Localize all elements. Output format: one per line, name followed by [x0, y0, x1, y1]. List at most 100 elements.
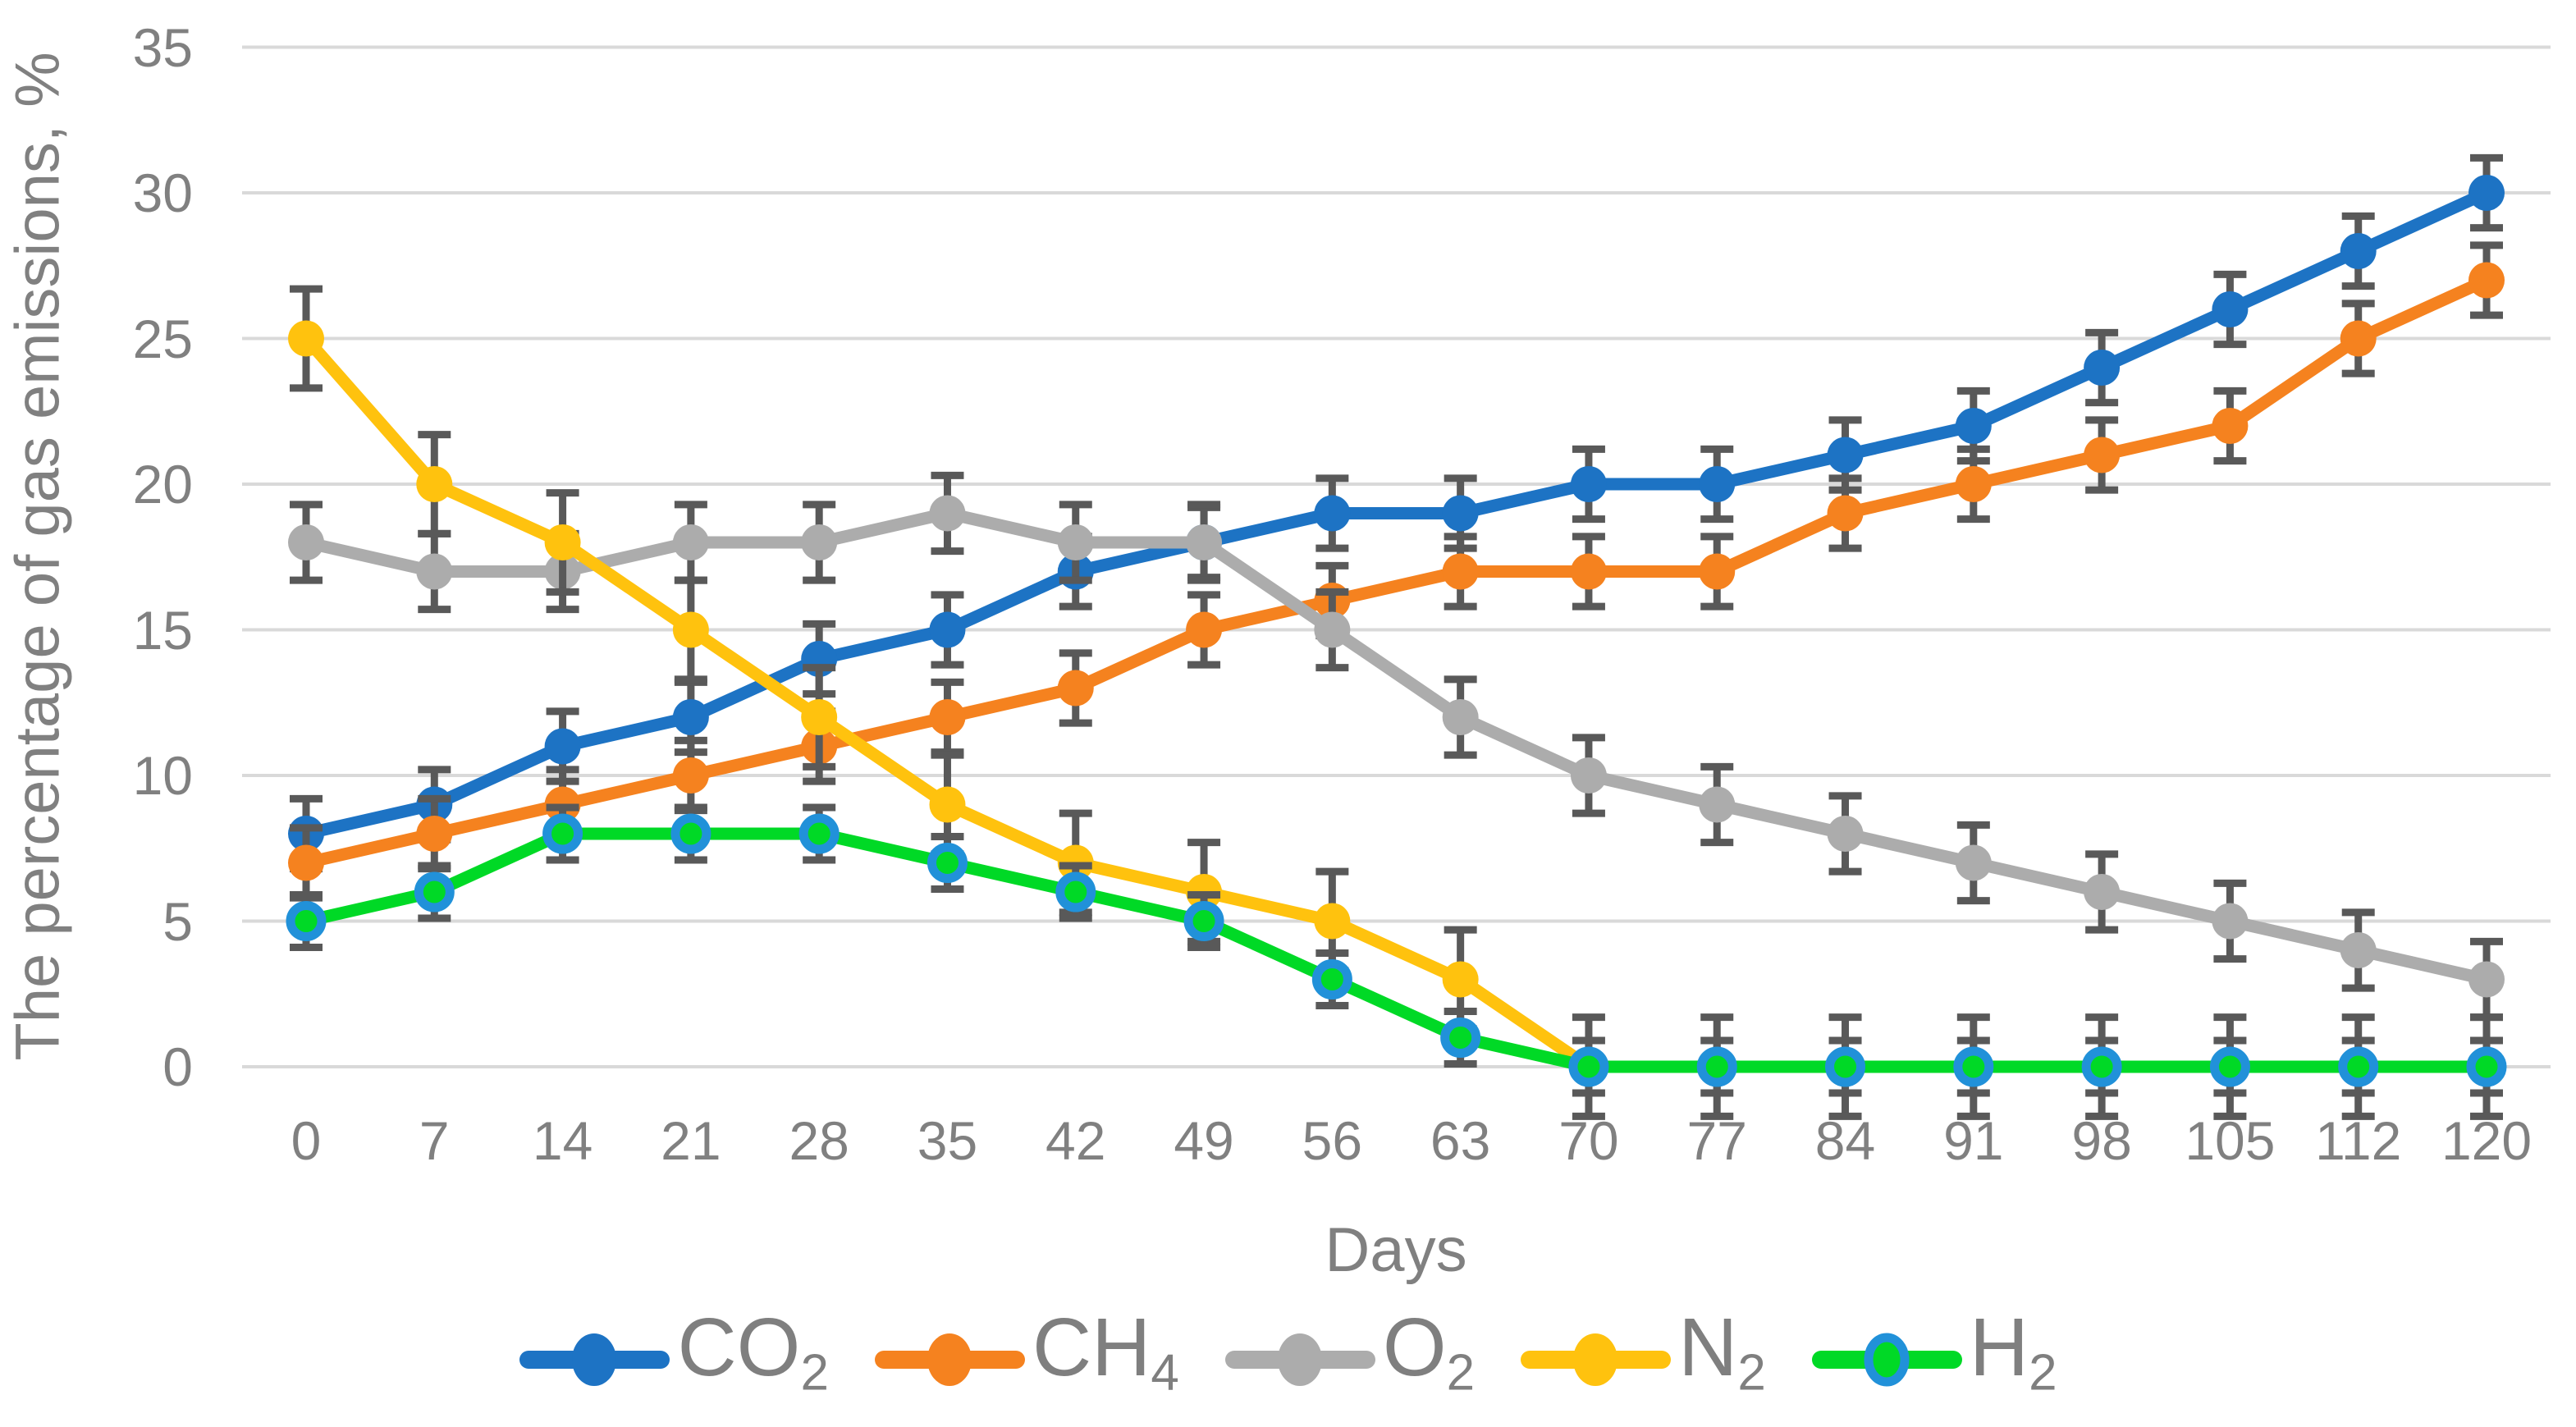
- marker-O2-day-56: [1314, 611, 1351, 648]
- marker-N2-day-56: [1314, 903, 1351, 940]
- marker-CH4-day-84: [1827, 495, 1864, 532]
- x-tick-label-120: 120: [2441, 1110, 2533, 1171]
- x-tick-label-112: 112: [2315, 1110, 2402, 1171]
- x-tick-label-56: 56: [1302, 1110, 1363, 1171]
- legend-marker-N2-icon: [1521, 1333, 1672, 1387]
- y-tick-label-0: 0: [162, 1036, 193, 1097]
- x-tick-label-28: 28: [789, 1110, 849, 1171]
- marker-CO2-day-77: [1699, 466, 1736, 502]
- marker-N2-day-35: [929, 786, 966, 823]
- marker-CO2-day-63: [1442, 495, 1479, 532]
- marker-O2-day-91: [1955, 844, 1992, 881]
- x-tick-label-84: 84: [1814, 1110, 1876, 1171]
- marker-CH4-day-21: [672, 757, 709, 794]
- marker-CH4-day-91: [1955, 466, 1992, 502]
- marker-H2-day-0: [286, 901, 327, 941]
- series-CO2: [288, 153, 2505, 873]
- marker-CH4-day-63: [1442, 553, 1479, 590]
- line-CH4: [300, 274, 2493, 869]
- marker-H2-day-42: [1055, 871, 1096, 912]
- marker-CO2-day-56: [1314, 495, 1351, 532]
- marker-O2-day-7: [416, 553, 453, 590]
- x-tick-label-70: 70: [1558, 1110, 1619, 1171]
- error-bars-N2: [290, 285, 2503, 1120]
- marker-H2-day-21: [670, 813, 711, 854]
- marker-O2-day-63: [1442, 699, 1479, 735]
- marker-H2-day-63: [1440, 1018, 1481, 1058]
- marker-O2-day-49: [1186, 524, 1223, 560]
- gridlines: [242, 45, 2551, 1068]
- marker-H2-day-98: [2081, 1046, 2122, 1087]
- marker-O2-day-21: [672, 524, 709, 560]
- legend-marker-O2-icon: [1224, 1333, 1375, 1387]
- marker-H2-day-56: [1311, 959, 1352, 999]
- marker-H2-day-14: [542, 813, 583, 854]
- legend-item-CH4: CH4: [874, 1306, 1179, 1414]
- x-tick-label-77: 77: [1686, 1110, 1747, 1171]
- legend-item-N2: N2: [1520, 1306, 1766, 1414]
- x-tick-label-63: 63: [1430, 1110, 1491, 1171]
- marker-N2-day-7: [416, 466, 453, 502]
- legend-label-O2: O2: [1382, 1301, 1476, 1402]
- x-tick-label-49: 49: [1174, 1110, 1234, 1171]
- legend-label-N2: N2: [1678, 1301, 1766, 1402]
- marker-N2-day-63: [1442, 961, 1479, 998]
- marker-O2-day-77: [1699, 786, 1736, 823]
- y-tick-label-15: 15: [132, 599, 193, 661]
- x-tick-label-14: 14: [532, 1110, 593, 1171]
- marker-CH4-day-77: [1699, 553, 1736, 590]
- x-tick-label-7: 7: [419, 1110, 450, 1171]
- marker-CO2-day-21: [672, 699, 709, 735]
- marker-CH4-day-112: [2340, 320, 2377, 357]
- x-tick-label-21: 21: [661, 1110, 721, 1171]
- series-N2: [288, 285, 2505, 1120]
- marker-CO2-day-105: [2212, 291, 2249, 327]
- marker-H2-day-28: [798, 813, 840, 854]
- marker-CO2-day-35: [929, 611, 966, 648]
- marker-O2-day-98: [2084, 874, 2121, 910]
- marker-O2-day-105: [2212, 903, 2249, 940]
- marker-H2-day-77: [1696, 1046, 1737, 1087]
- marker-N2-day-21: [672, 611, 709, 648]
- x-tick-label-98: 98: [2071, 1110, 2132, 1171]
- marker-CH4-day-70: [1570, 553, 1607, 590]
- marker-CO2-day-70: [1570, 466, 1607, 502]
- marker-N2-day-14: [544, 524, 581, 560]
- marker-H2-day-7: [414, 871, 455, 912]
- marker-O2-day-42: [1057, 524, 1094, 560]
- marker-H2-day-35: [927, 843, 968, 883]
- marker-H2-day-112: [2338, 1046, 2379, 1087]
- marker-H2-day-49: [1183, 901, 1224, 941]
- marker-N2-day-28: [801, 699, 838, 735]
- marker-CH4-day-105: [2212, 408, 2249, 444]
- series-CH4: [288, 241, 2505, 902]
- marker-O2-day-70: [1570, 757, 1607, 794]
- marker-CH4-day-7: [416, 816, 453, 852]
- marker-H2-day-105: [2209, 1046, 2250, 1087]
- marker-CH4-day-0: [288, 844, 324, 881]
- marker-CO2-day-91: [1955, 408, 1992, 444]
- marker-CO2-day-120: [2468, 175, 2505, 211]
- y-tick-label-20: 20: [132, 454, 193, 515]
- marker-H2-day-91: [1953, 1046, 1994, 1087]
- legend-label-CO2: CO2: [677, 1301, 829, 1402]
- marker-CH4-day-49: [1186, 611, 1223, 648]
- marker-O2-day-35: [929, 495, 966, 532]
- marker-O2-day-120: [2468, 961, 2505, 998]
- legend-marker-H2-icon: [1811, 1333, 1962, 1387]
- x-tick-label-105: 105: [2185, 1110, 2276, 1171]
- marker-CH4-day-98: [2084, 437, 2121, 473]
- marker-CH4-day-42: [1057, 670, 1094, 707]
- legend-marker-CH4-icon: [874, 1333, 1025, 1387]
- y-tick-label-5: 5: [162, 890, 193, 952]
- legend: CO2 CH4 O2 N2 H2: [0, 1301, 2576, 1420]
- y-tick-label-30: 30: [132, 162, 193, 223]
- series-H2: [286, 803, 2507, 1097]
- marker-H2-day-70: [1568, 1046, 1609, 1087]
- x-tick-label-35: 35: [917, 1110, 978, 1171]
- marker-H2-day-120: [2466, 1046, 2507, 1087]
- legend-item-CO2: CO2: [519, 1301, 829, 1414]
- line-CO2: [300, 186, 2493, 840]
- legend-label-CH4: CH4: [1032, 1301, 1179, 1402]
